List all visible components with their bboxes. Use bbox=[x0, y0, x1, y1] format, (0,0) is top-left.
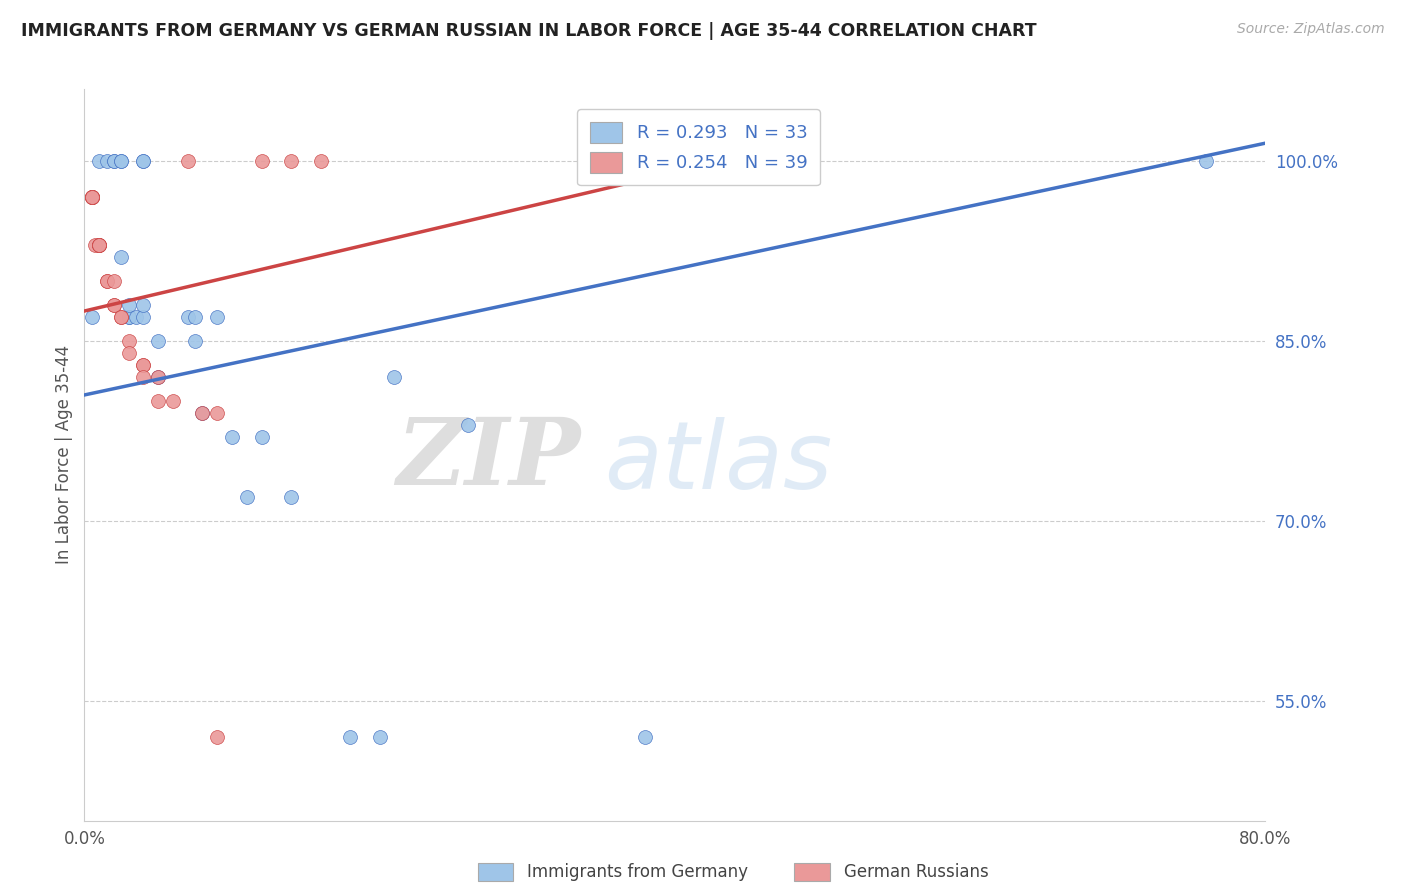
Point bbox=[280, 490, 302, 504]
Point bbox=[80, 190, 103, 204]
Point bbox=[250, 154, 273, 169]
Point bbox=[148, 334, 170, 348]
Point bbox=[280, 154, 302, 169]
Point bbox=[162, 394, 184, 409]
Point bbox=[118, 310, 141, 324]
Point bbox=[250, 430, 273, 444]
Point bbox=[118, 334, 141, 348]
Point bbox=[103, 154, 125, 169]
Point bbox=[634, 730, 657, 744]
Point bbox=[118, 298, 141, 312]
Point bbox=[132, 358, 155, 372]
Point bbox=[205, 310, 228, 324]
Point bbox=[309, 154, 332, 169]
Point bbox=[96, 274, 118, 288]
Point bbox=[103, 298, 125, 312]
Point bbox=[125, 310, 148, 324]
Text: Immigrants from Germany: Immigrants from Germany bbox=[527, 863, 748, 881]
Point bbox=[80, 190, 103, 204]
Point bbox=[1195, 154, 1218, 169]
Point bbox=[177, 154, 200, 169]
Point bbox=[118, 346, 141, 360]
Point bbox=[110, 154, 132, 169]
Point bbox=[80, 190, 103, 204]
Text: ZIP: ZIP bbox=[396, 414, 581, 504]
Point bbox=[184, 334, 207, 348]
Point bbox=[80, 190, 103, 204]
Point bbox=[132, 154, 155, 169]
Point bbox=[87, 238, 111, 252]
Point bbox=[191, 406, 214, 420]
Point bbox=[184, 310, 207, 324]
Point bbox=[132, 310, 155, 324]
Point bbox=[457, 417, 479, 432]
Point bbox=[110, 310, 132, 324]
Point bbox=[103, 154, 125, 169]
Point bbox=[368, 730, 391, 744]
Text: German Russians: German Russians bbox=[844, 863, 988, 881]
Point bbox=[80, 190, 103, 204]
Point bbox=[221, 430, 243, 444]
Point bbox=[103, 298, 125, 312]
Point bbox=[87, 238, 111, 252]
Point bbox=[87, 238, 111, 252]
Point bbox=[80, 310, 103, 324]
Point bbox=[132, 298, 155, 312]
Point bbox=[80, 190, 103, 204]
Text: Source: ZipAtlas.com: Source: ZipAtlas.com bbox=[1237, 22, 1385, 37]
Point bbox=[80, 190, 103, 204]
Point bbox=[132, 358, 155, 372]
Point bbox=[80, 190, 103, 204]
Point bbox=[382, 370, 406, 384]
Point bbox=[148, 370, 170, 384]
Point bbox=[87, 238, 111, 252]
Point bbox=[110, 250, 132, 264]
Point bbox=[177, 310, 200, 324]
Point bbox=[83, 238, 105, 252]
Point bbox=[80, 190, 103, 204]
Point bbox=[191, 406, 214, 420]
Point bbox=[339, 730, 361, 744]
Text: IMMIGRANTS FROM GERMANY VS GERMAN RUSSIAN IN LABOR FORCE | AGE 35-44 CORRELATION: IMMIGRANTS FROM GERMANY VS GERMAN RUSSIA… bbox=[21, 22, 1036, 40]
Point bbox=[132, 370, 155, 384]
Point bbox=[110, 310, 132, 324]
Point bbox=[148, 370, 170, 384]
Y-axis label: In Labor Force | Age 35-44: In Labor Force | Age 35-44 bbox=[55, 345, 73, 565]
Point bbox=[235, 490, 259, 504]
Point bbox=[148, 394, 170, 409]
Point bbox=[205, 406, 228, 420]
Point bbox=[110, 154, 132, 169]
Text: atlas: atlas bbox=[605, 417, 832, 508]
Point bbox=[205, 730, 228, 744]
Point bbox=[96, 274, 118, 288]
Legend: R = 0.293   N = 33, R = 0.254   N = 39: R = 0.293 N = 33, R = 0.254 N = 39 bbox=[576, 109, 820, 186]
Point bbox=[87, 238, 111, 252]
Point bbox=[132, 154, 155, 169]
Point bbox=[118, 310, 141, 324]
Point bbox=[87, 238, 111, 252]
Point bbox=[96, 154, 118, 169]
Point bbox=[103, 274, 125, 288]
Point bbox=[80, 190, 103, 204]
Point bbox=[87, 154, 111, 169]
